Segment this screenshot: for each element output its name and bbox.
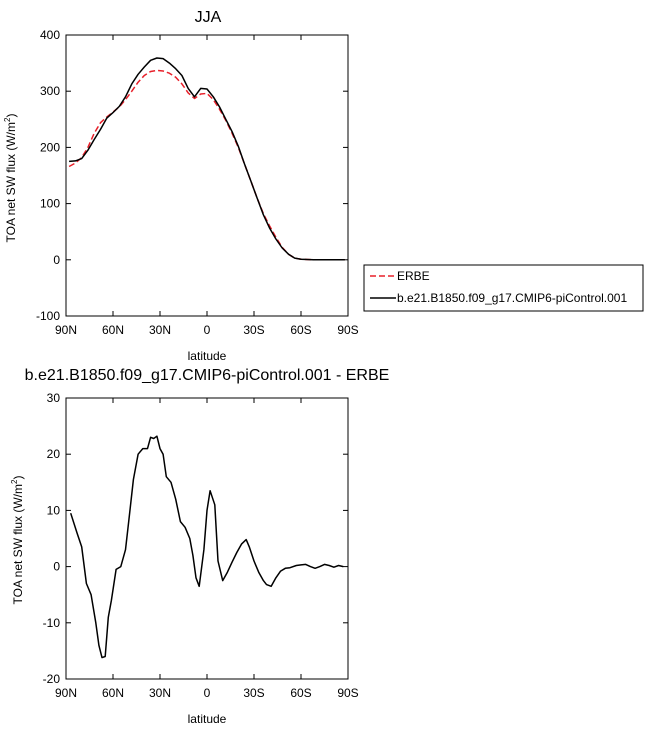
y-axis-label-superscript: 2: [3, 117, 12, 122]
legend: ERBE b.e21.B1850.f09_g17.CMIP6-piControl…: [363, 264, 644, 312]
x-tick-label: 90N: [55, 686, 77, 700]
x-tick-label: 0: [204, 686, 211, 700]
y-tick-label: 300: [40, 84, 60, 98]
x-axis: 90N 60N 30N 0 30S 60S 90S: [55, 398, 359, 700]
y-axis: -20 -10 0 10 20 30: [43, 391, 348, 686]
x-tick-label: 60N: [102, 323, 124, 337]
x-tick-label: 60S: [290, 686, 311, 700]
x-axis: 90N 60N 30N 0 30S 60S 90S: [55, 35, 359, 337]
legend-erbe-label: ERBE: [397, 269, 430, 283]
panel-title: b.e21.B1850.f09_g17.CMIP6-piControl.001 …: [25, 367, 390, 384]
x-axis-label: latitude: [188, 349, 227, 363]
series-group: [69, 435, 344, 659]
y-axis-label-main: TOA net SW flux (W/m: [11, 484, 25, 604]
x-tick-label: 60N: [102, 686, 124, 700]
legend-box: [363, 264, 644, 312]
x-tick-label: 90S: [337, 323, 358, 337]
y-tick-label: 0: [53, 560, 60, 574]
y-axis-label-close: ): [11, 476, 25, 480]
difference-panel: b.e21.B1850.f09_g17.CMIP6-piControl.001 …: [10, 367, 389, 726]
panel-title: JJA: [195, 9, 222, 26]
legend-model-label: b.e21.B1850.f09_g17.CMIP6-piControl.001: [397, 291, 627, 305]
y-tick-label: 400: [40, 28, 60, 42]
y-axis-label: TOA net SW flux (W/m2): [3, 114, 18, 243]
y-tick-label: 10: [47, 503, 61, 517]
x-tick-label: 30N: [149, 323, 171, 337]
y-tick-label: 20: [47, 447, 61, 461]
y-tick-label: 0: [53, 253, 60, 267]
y-tick-label: 100: [40, 197, 60, 211]
y-tick-label: 200: [40, 140, 60, 154]
plot-frame: [65, 397, 349, 680]
x-axis-label: latitude: [188, 712, 227, 726]
x-tick-label: 90N: [55, 323, 77, 337]
y-axis-label-main: TOA net SW flux (W/m: [4, 122, 18, 242]
y-axis-label: TOA net SW flux (W/m2): [10, 476, 25, 605]
y-tick-label: -10: [43, 616, 61, 630]
x-tick-label: 90S: [337, 686, 358, 700]
y-axis: -100 0 100 200 300 400: [36, 28, 348, 323]
y-axis-label-close: ): [4, 114, 18, 118]
plot-frame: [65, 34, 349, 317]
x-tick-label: 30S: [243, 686, 264, 700]
x-tick-label: 60S: [290, 323, 311, 337]
series-line-erbe: [68, 69, 345, 261]
series-line-difference: [69, 435, 344, 659]
x-tick-label: 0: [204, 323, 211, 337]
y-tick-label: 30: [47, 391, 61, 405]
y-tick-label: -100: [36, 309, 60, 323]
x-tick-label: 30S: [243, 323, 264, 337]
y-tick-label: -20: [43, 672, 61, 686]
y-axis-label-superscript: 2: [10, 479, 19, 484]
series-line-model: [69, 57, 345, 261]
series-group: [68, 57, 345, 261]
x-tick-label: 30N: [149, 686, 171, 700]
